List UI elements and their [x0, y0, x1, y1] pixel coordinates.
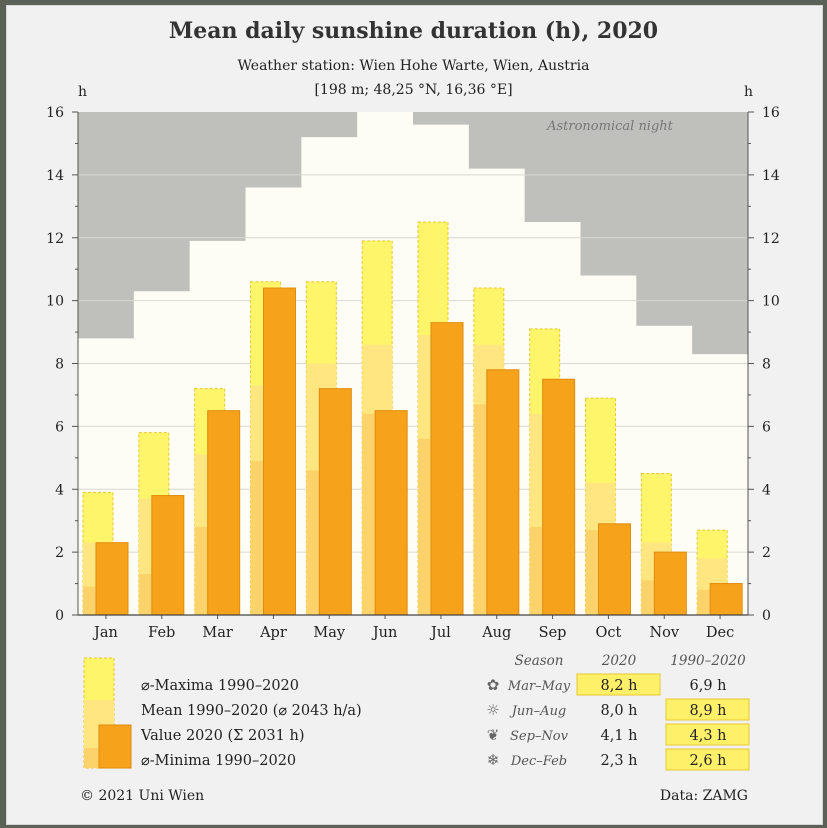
y-tick-label-left: 16 [46, 105, 64, 121]
chart-subtitle: Weather station: Wien Hohe Warte, Wien, … [237, 58, 590, 74]
highlight-2020 [576, 673, 661, 696]
y-tick-label-right: 14 [762, 168, 780, 184]
y-tick-label-left: 0 [55, 608, 64, 624]
x-tick-label: May [313, 625, 345, 641]
value-2020: 4,1 h [600, 728, 637, 744]
year-header: 2020 [601, 653, 637, 669]
x-tick-label: Sep [539, 625, 567, 641]
value-2020-bar [486, 369, 520, 616]
x-tick-label: Jun [371, 625, 398, 641]
x-tick-label: Dec [706, 625, 734, 641]
value-2020: 8,2 h [600, 678, 637, 694]
value-2020-bar [542, 378, 576, 616]
y-tick-label-left: 12 [46, 231, 64, 247]
y-axis-unit-right: h [744, 84, 753, 100]
x-tick-label: Oct [595, 625, 621, 641]
y-tick-label-right: 10 [762, 294, 780, 310]
season-header: Season [514, 653, 563, 669]
value-2020-bar [430, 322, 464, 616]
x-tick-label: Apr [259, 625, 287, 641]
x-tick-label: Aug [481, 625, 511, 641]
y-axis-unit-left: h [78, 84, 87, 100]
y-tick-label-right: 0 [762, 608, 771, 624]
y-tick-label-left: 10 [46, 294, 64, 310]
value-2020-bar [374, 410, 408, 616]
flower-icon: ✿ [487, 676, 500, 694]
value-2020-bar [151, 495, 185, 616]
value-2020-bar [709, 583, 743, 616]
value-2020: 8,0 h [600, 703, 637, 719]
value-2020-bar [598, 523, 631, 616]
highlight-mean [665, 698, 750, 721]
y-tick-label-right: 2 [762, 545, 771, 561]
x-tick-label: Nov [649, 625, 679, 641]
x-tick-label: Feb [148, 625, 175, 641]
legend-value-swatch [98, 724, 132, 769]
y-tick-label-right: 4 [762, 482, 771, 498]
mean-period-header: 1990–2020 [670, 653, 746, 669]
highlight-mean [665, 723, 750, 746]
value-2020: 2,3 h [600, 753, 637, 769]
y-tick-label-right: 12 [762, 231, 780, 247]
season-label: Dec–Feb [510, 754, 567, 769]
x-tick-label: Jan [92, 625, 118, 641]
x-tick-label: Jul [429, 625, 451, 641]
y-tick-label-left: 8 [55, 357, 64, 373]
y-tick-label-left: 14 [46, 168, 64, 184]
value-mean: 2,6 h [689, 753, 726, 769]
night-label: Astronomical night [546, 119, 674, 134]
y-tick-label-right: 8 [762, 357, 771, 373]
location-info: [198 m; 48,25 °N, 16,36 °E] [314, 82, 513, 98]
snowflake-icon: ❄ [487, 751, 500, 769]
leaf-icon: ❦ [487, 726, 500, 744]
value-mean: 4,3 h [689, 728, 726, 744]
x-tick-label: Mar [202, 625, 232, 641]
y-tick-label-left: 2 [55, 545, 64, 561]
legend-value-label: Value 2020 (Σ 2031 h) [140, 728, 305, 744]
value-2020-bar [263, 287, 296, 616]
copyright: © 2021 Uni Wien [80, 788, 205, 804]
data-source: Data: ZAMG [659, 788, 748, 804]
legend-mean-label: Mean 1990–2020 (⌀ 2043 h/a) [141, 703, 362, 719]
season-label: Mar–May [507, 679, 571, 694]
highlight-mean [665, 748, 750, 771]
sun-icon: ☼ [486, 701, 499, 719]
value-2020-bar [318, 388, 352, 616]
chart-title: Mean daily sunshine duration (h), 2020 [168, 18, 659, 44]
value-2020-bar [95, 542, 129, 616]
y-tick-label-right: 6 [762, 419, 771, 435]
season-label: Sep–Nov [510, 729, 569, 744]
value-mean: 8,9 h [689, 703, 726, 719]
legend-maxima-label: ⌀-Maxima 1990–2020 [141, 678, 299, 694]
value-2020-bar [653, 551, 687, 616]
y-tick-label-left: 6 [55, 419, 64, 435]
value-2020-bar [207, 410, 241, 616]
y-tick-label-left: 4 [55, 482, 64, 498]
season-label: Jun–Aug [509, 704, 567, 719]
value-mean: 6,9 h [689, 678, 726, 694]
y-tick-label-right: 16 [762, 105, 780, 121]
legend-minima-label: ⌀-Minima 1990–2020 [141, 753, 296, 769]
